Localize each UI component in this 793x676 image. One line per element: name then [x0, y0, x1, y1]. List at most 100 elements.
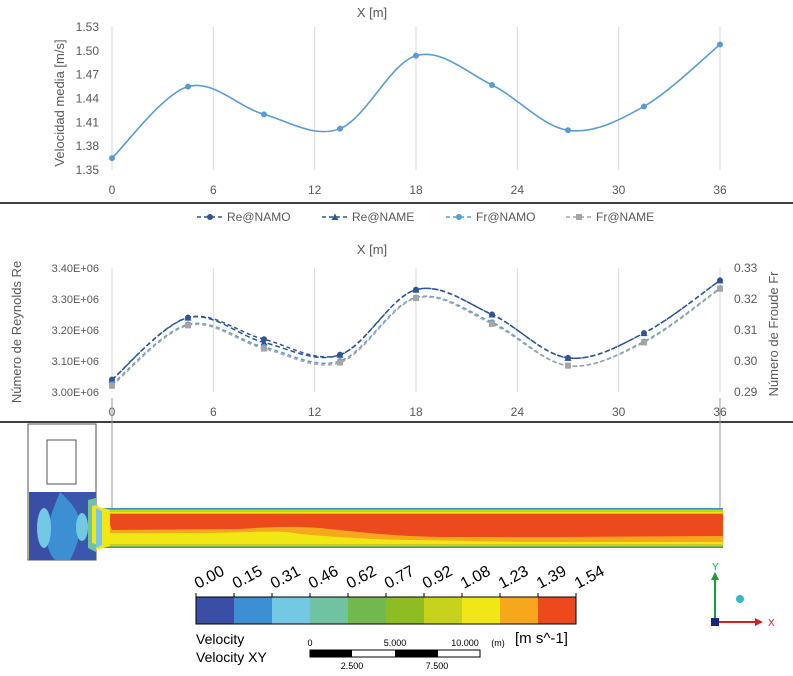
chart2-series — [108, 276, 724, 389]
chart1-x-tick-label: 6 — [210, 183, 217, 197]
colorbar-segment — [462, 597, 500, 624]
chart2-data-point-Re@NAME — [564, 354, 572, 361]
colorbar-segment — [348, 597, 386, 624]
scale-label-5000: 5.000 — [384, 638, 407, 648]
chart1-x-tick-label: 30 — [612, 183, 626, 197]
chart2-title: X [m] — [357, 242, 387, 257]
legend-swatch-marker — [207, 214, 213, 220]
chart2-y2-tick-label: 0.30 — [734, 354, 758, 368]
chart1-ylabel: Velocidad media [m/s] — [52, 39, 67, 166]
legend-unit: [m s^-1] — [515, 630, 568, 647]
chart2-series-line-Re@NAME — [111, 279, 721, 381]
chart2-series-line-Fr@NAMO — [111, 287, 721, 385]
chart1-y-tick-label: 1.38 — [76, 139, 100, 153]
chart2-y2-ticks: 0.29 0.30 0.31 0.32 0.33 — [734, 261, 758, 399]
chart1-data-point — [641, 103, 647, 110]
legend-title: Velocity — [196, 631, 244, 647]
velocity-chart: X [m] Velocidad media [m/s] 0 6 12 18 24 30 36… — [52, 5, 727, 197]
chart2-data-point-Re@NAME — [412, 286, 420, 293]
scale-unit: (m) — [491, 638, 505, 648]
chart1-data-point — [109, 155, 115, 162]
chart2-data-point-Fr@NAME — [261, 345, 267, 352]
chart1-y-tick-label: 1.50 — [76, 44, 100, 58]
chart1-y-ticks: 1.35 1.38 1.41 1.44 1.47 1.50 1.53 — [76, 20, 100, 177]
chart1-y-tick-label: 1.47 — [76, 68, 100, 82]
chart2-x-tick-label: 18 — [409, 405, 423, 419]
colorbar-segment — [500, 597, 538, 624]
triad-z-icon — [736, 595, 744, 603]
chart2-y-ticks: 3.00E+06 3.10E+06 3.20E+06 3.30E+06 3.40E+06 — [52, 263, 99, 399]
legend-entry-Fr@NAME: Fr@NAME — [596, 210, 654, 224]
colorbar-segment — [234, 597, 272, 624]
chart2-data-point-Fr@NAME — [565, 362, 571, 369]
chart1-x-tick-label: 36 — [713, 183, 727, 197]
triad-origin — [711, 618, 719, 626]
chart2-y2-tick-label: 0.33 — [734, 261, 758, 275]
chart1-y-tick-label: 1.53 — [76, 20, 100, 34]
chart1-data-point — [261, 111, 267, 118]
chart2-y2-tick-label: 0.31 — [734, 323, 758, 337]
triad-y-label: Y — [712, 562, 719, 573]
legend-entry-Fr@NAMO: Fr@NAMO — [476, 210, 536, 224]
chart1-x-tick-label: 12 — [308, 183, 322, 197]
chart2-x-tick-label: 24 — [511, 405, 525, 419]
colorbar-segment — [538, 597, 576, 624]
legend-subtitle: Velocity XY — [196, 649, 267, 665]
cfd-background — [0, 422, 793, 676]
chart2-data-point-Re@NAME — [640, 329, 648, 337]
chart2-y2-tick-label: 0.32 — [734, 292, 758, 306]
chart1-series — [109, 41, 723, 162]
colorbar-segment — [310, 597, 348, 624]
inlet-gate-outline — [46, 439, 77, 485]
chart2-data-point-Fr@NAME — [641, 339, 647, 346]
chart2-data-point-Fr@NAME — [185, 322, 191, 329]
legend-swatch-marker — [456, 214, 462, 220]
channel-contour — [96, 506, 723, 550]
chart2-ylabel: Número de Reynolds Re — [9, 261, 24, 403]
colorbar-segment — [196, 597, 234, 624]
chart1-data-point — [717, 41, 723, 48]
legend-swatch-marker — [331, 213, 339, 220]
chart1-grid — [111, 27, 721, 170]
triad-x-arrow-icon — [755, 618, 763, 626]
inlet-tank-contour — [29, 492, 98, 560]
chart2-y-tick-label: 3.30E+06 — [52, 294, 99, 306]
chart2-x-tick-label: 6 — [210, 405, 217, 419]
legend-entry-Re@NAMO: Re@NAMO — [227, 210, 291, 224]
chart2-data-point-Re@NAME — [488, 311, 496, 318]
chart2-data-point-Fr@NAME — [413, 295, 419, 302]
chart2-y-tick-label: 3.20E+06 — [52, 325, 99, 337]
chart2-x-tick-label: 12 — [308, 405, 322, 419]
chart1-x-tick-label: 18 — [409, 183, 423, 197]
chart1-data-point — [565, 127, 571, 134]
chart2-data-point-Re@NAME — [260, 338, 268, 346]
chart1-data-point — [413, 52, 419, 59]
legend-swatch-marker — [576, 214, 582, 220]
chart2-y-tick-label: 3.00E+06 — [52, 387, 99, 399]
chart1-x-tick-label: 0 — [109, 183, 116, 197]
chart2-y-tick-label: 3.10E+06 — [52, 356, 99, 368]
reynolds-froude-chart: Re@NAMO Re@NAME Fr@NAMO Fr@NAME X [m] Númer… — [9, 210, 781, 419]
chart1-data-point — [185, 83, 191, 90]
chart2-data-point-Fr@NAME — [489, 320, 495, 327]
chart2-data-point-Fr@NAME — [717, 285, 723, 292]
triad-x-label: X — [768, 618, 775, 629]
chart1-x-tick-label: 24 — [511, 183, 525, 197]
chart2-legend: Re@NAMO Re@NAME Fr@NAMO Fr@NAME — [197, 210, 654, 224]
scale-label-7500: 7.500 — [426, 661, 449, 671]
chart2-data-point-Fr@NAME — [337, 359, 343, 366]
triad-y-arrow-icon — [711, 572, 719, 580]
scale-label-10000: 10.000 — [451, 638, 479, 648]
scale-label-2500: 2.500 — [341, 661, 364, 671]
chart1-y-tick-label: 1.41 — [76, 115, 100, 129]
chart2-data-point-Re@NAME — [184, 314, 192, 321]
chart1-y-tick-label: 1.35 — [76, 163, 100, 177]
chart1-x-ticks: 0 6 12 18 24 30 36 — [109, 183, 727, 197]
chart2-y-tick-label: 3.40E+06 — [52, 263, 99, 275]
chart2-data-point-Fr@NAME — [109, 382, 115, 389]
chart1-data-point — [337, 125, 343, 132]
scale-bar: 0 5.000 10.000 (m) 2.500 7.500 — [307, 638, 504, 671]
scale-label-0: 0 — [307, 638, 312, 648]
chart2-data-point-Re@NAME — [108, 376, 116, 383]
